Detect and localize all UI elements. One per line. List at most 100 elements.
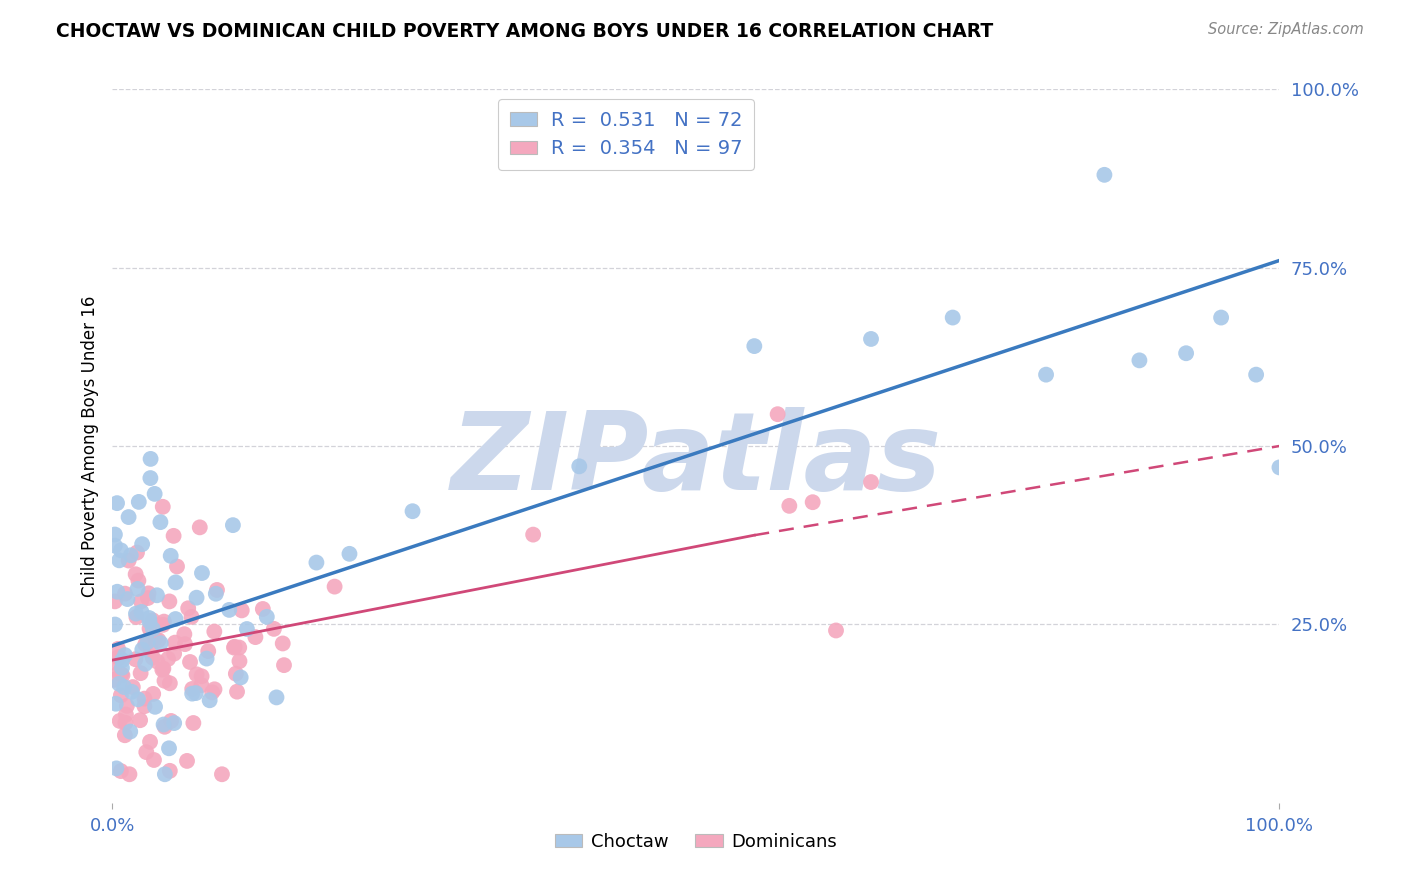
Y-axis label: Child Poverty Among Boys Under 16: Child Poverty Among Boys Under 16 bbox=[80, 295, 98, 597]
Point bbox=[150, 663, 173, 677]
Point bbox=[766, 407, 789, 421]
Point bbox=[236, 622, 259, 636]
Point bbox=[157, 741, 180, 756]
Point bbox=[165, 575, 187, 590]
Point bbox=[117, 592, 139, 607]
Point bbox=[115, 698, 138, 713]
Point bbox=[104, 594, 127, 608]
Point bbox=[778, 499, 800, 513]
Point bbox=[138, 611, 160, 625]
Text: ZIPatlas: ZIPatlas bbox=[450, 408, 942, 513]
Point bbox=[108, 650, 131, 665]
Point bbox=[131, 605, 153, 619]
Point bbox=[134, 699, 156, 714]
Point bbox=[188, 520, 211, 534]
Point bbox=[173, 627, 195, 641]
Point bbox=[184, 686, 207, 700]
Point bbox=[143, 753, 166, 767]
Point bbox=[103, 655, 125, 669]
Point bbox=[1128, 353, 1150, 368]
Point bbox=[107, 650, 129, 665]
Point bbox=[138, 622, 160, 636]
Point bbox=[104, 697, 127, 711]
Point bbox=[139, 643, 162, 657]
Point bbox=[218, 603, 240, 617]
Point bbox=[176, 754, 198, 768]
Point bbox=[222, 640, 245, 655]
Point bbox=[1035, 368, 1057, 382]
Point bbox=[197, 644, 219, 658]
Point bbox=[111, 668, 134, 682]
Point bbox=[183, 716, 205, 731]
Point bbox=[127, 582, 149, 596]
Point bbox=[152, 500, 174, 514]
Point bbox=[110, 764, 132, 778]
Point bbox=[117, 510, 139, 524]
Point bbox=[139, 451, 162, 466]
Point bbox=[190, 669, 212, 683]
Point bbox=[143, 632, 166, 646]
Point bbox=[111, 653, 134, 667]
Point bbox=[522, 527, 544, 541]
Point bbox=[153, 673, 176, 688]
Point bbox=[148, 633, 170, 648]
Point bbox=[129, 594, 152, 608]
Point bbox=[225, 666, 247, 681]
Point bbox=[153, 767, 176, 781]
Point bbox=[211, 767, 233, 781]
Point bbox=[146, 588, 169, 602]
Point bbox=[149, 636, 172, 650]
Point bbox=[105, 584, 128, 599]
Point bbox=[124, 567, 146, 582]
Point bbox=[114, 587, 136, 601]
Point bbox=[252, 602, 274, 616]
Point bbox=[186, 667, 208, 681]
Point bbox=[125, 607, 148, 621]
Point bbox=[159, 549, 181, 563]
Point bbox=[146, 655, 169, 669]
Point bbox=[339, 547, 361, 561]
Point bbox=[114, 728, 136, 742]
Point bbox=[263, 622, 285, 636]
Point bbox=[163, 716, 186, 731]
Point bbox=[165, 612, 187, 626]
Point bbox=[118, 767, 141, 781]
Point bbox=[180, 610, 202, 624]
Point bbox=[127, 574, 149, 588]
Point bbox=[120, 724, 142, 739]
Point bbox=[129, 666, 152, 681]
Point bbox=[159, 676, 181, 690]
Point bbox=[107, 641, 129, 656]
Point bbox=[108, 553, 131, 567]
Point bbox=[222, 518, 245, 533]
Point bbox=[195, 651, 218, 665]
Point bbox=[125, 610, 148, 624]
Point bbox=[157, 652, 180, 666]
Point bbox=[108, 714, 131, 728]
Point bbox=[860, 475, 883, 489]
Point bbox=[120, 549, 142, 563]
Point bbox=[860, 332, 883, 346]
Point bbox=[153, 615, 176, 629]
Point bbox=[202, 624, 225, 639]
Point bbox=[201, 685, 224, 699]
Point bbox=[131, 537, 153, 551]
Point bbox=[159, 764, 181, 778]
Point bbox=[181, 687, 204, 701]
Point bbox=[121, 680, 143, 694]
Point bbox=[191, 566, 214, 580]
Point bbox=[105, 761, 128, 775]
Point bbox=[142, 622, 165, 636]
Point bbox=[114, 715, 136, 730]
Point bbox=[134, 691, 156, 706]
Point bbox=[136, 591, 159, 605]
Point bbox=[138, 586, 160, 600]
Point bbox=[136, 635, 159, 649]
Point bbox=[323, 580, 346, 594]
Point bbox=[186, 591, 208, 605]
Point bbox=[942, 310, 965, 325]
Point bbox=[104, 539, 127, 553]
Point bbox=[166, 559, 188, 574]
Point bbox=[190, 678, 212, 692]
Point bbox=[825, 624, 848, 638]
